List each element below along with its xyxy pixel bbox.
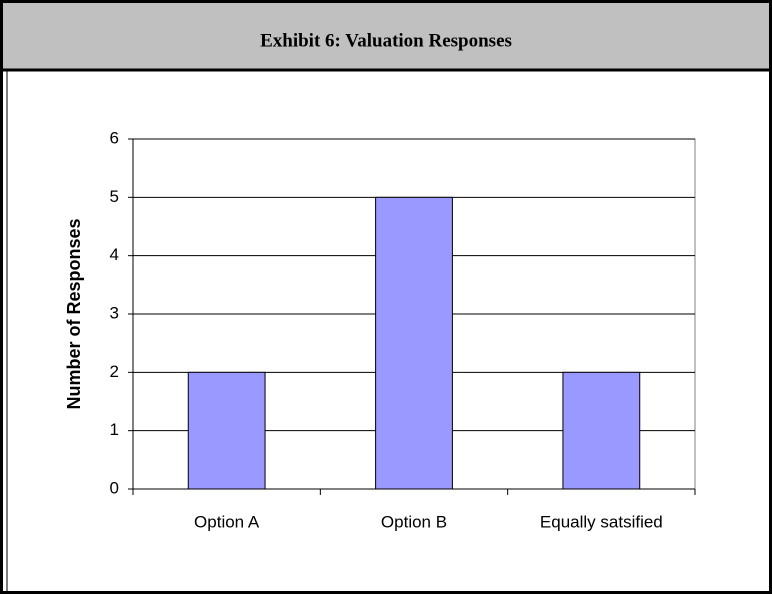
y-tick-label: 5 <box>110 187 119 206</box>
y-tick-label: 0 <box>110 478 119 497</box>
y-tick-label: 2 <box>110 362 119 381</box>
x-tick-label: Equally satsified <box>540 512 663 531</box>
header-band <box>0 0 772 70</box>
y-tick-label: 4 <box>110 245 119 264</box>
y-axis-label: Number of Responses <box>64 218 84 409</box>
chart-title: Exhibit 6: Valuation Responses <box>260 30 512 51</box>
bar <box>562 371 641 490</box>
bar <box>187 371 266 490</box>
y-tick-label: 1 <box>110 420 119 439</box>
bar <box>375 196 453 490</box>
y-tick-label: 3 <box>110 303 119 322</box>
x-tick-label: Option B <box>381 512 447 531</box>
y-tick-label: 6 <box>110 128 119 147</box>
x-tick-label: Option A <box>194 512 260 531</box>
